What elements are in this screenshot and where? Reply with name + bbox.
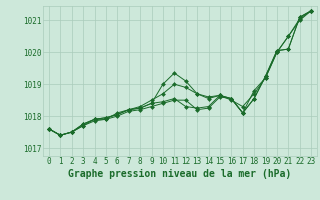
X-axis label: Graphe pression niveau de la mer (hPa): Graphe pression niveau de la mer (hPa) bbox=[68, 169, 292, 179]
